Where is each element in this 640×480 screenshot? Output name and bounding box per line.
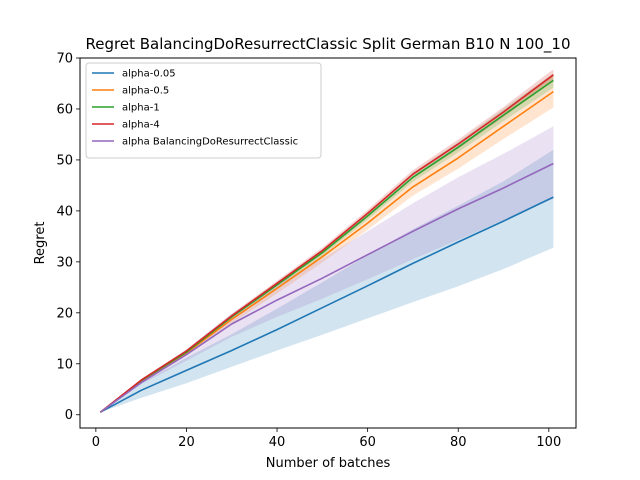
line-alpha-0-05: [100, 196, 554, 413]
y-tick-label: 40: [56, 204, 73, 219]
legend-label: alpha-4: [122, 120, 160, 131]
y-tick-label: 20: [56, 306, 73, 321]
x-tick-label: 60: [359, 435, 376, 450]
band-alpha-1: [100, 73, 554, 413]
legend-label: alpha-1: [122, 103, 160, 114]
y-axis-ticks: 0 10 20 30 40 50 60 70: [56, 52, 80, 423]
band-alpha-balancingdoresurrectclassic: [100, 126, 554, 413]
y-axis-label: Regret: [33, 222, 48, 265]
legend-box: [85, 62, 322, 159]
y-tick-label: 0: [65, 408, 73, 423]
x-tick-label: 20: [178, 435, 195, 450]
chart-title: Regret BalancingDoResurrectClassic Split…: [86, 35, 571, 54]
x-tick-label: 100: [536, 435, 561, 450]
y-tick-label: 30: [56, 255, 73, 270]
legend-label: alpha-0.05: [122, 69, 176, 80]
plot-frame: [79, 57, 577, 429]
series-lines: [99, 74, 554, 413]
y-tick-label: 10: [56, 357, 73, 372]
y-tick-label: 70: [56, 52, 73, 67]
legend-label: alpha-0.5: [122, 86, 169, 97]
line-alpha-4: [99, 74, 554, 413]
x-axis-ticks: 0 20 40 60 80 100: [92, 428, 561, 450]
legend-label: alpha BalancingDoResurrectClassic: [122, 137, 298, 148]
band-alpha-4: [100, 69, 554, 413]
band-alpha-0-05: [100, 149, 554, 413]
x-tick-label: 40: [269, 435, 286, 450]
legend: alpha-0.05 alpha-0.5 alpha-1 alpha-4 alpha B…: [85, 62, 322, 159]
y-tick-label: 60: [56, 102, 73, 117]
x-axis-label: Number of batches: [266, 456, 391, 471]
x-tick-label: 0: [92, 435, 100, 450]
y-tick-label: 50: [56, 153, 73, 168]
line-alpha-balancingdoresurrectclassic: [99, 162, 554, 413]
x-tick-label: 80: [450, 435, 467, 450]
